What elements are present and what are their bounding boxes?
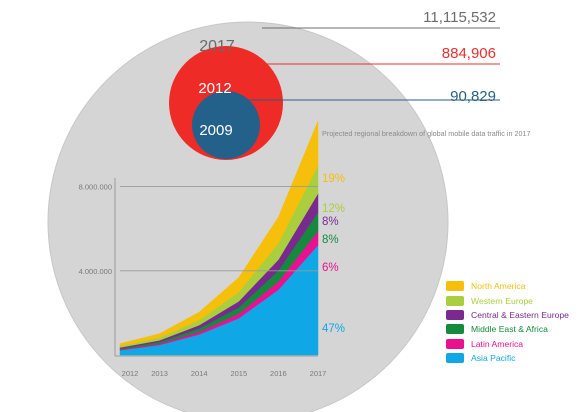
x-tick-label-2014: 2014 bbox=[191, 369, 208, 378]
legend-swatch-middle-east-africa bbox=[446, 324, 464, 335]
share-label-north-america: 19% bbox=[322, 173, 345, 185]
share-label-latin-america: 6% bbox=[322, 262, 339, 274]
x-tick-label-2013: 2013 bbox=[151, 369, 168, 378]
legend-swatch-central-eastern-europe bbox=[446, 309, 464, 320]
y-tick-label-1: 8.000.000 bbox=[79, 183, 112, 192]
legend-label-central-eastern-europe: Central & Eastern Europe bbox=[471, 309, 569, 320]
legend-label-north-america: North America bbox=[471, 281, 526, 292]
share-label-central-eastern-europe: 8% bbox=[322, 216, 339, 228]
year-label-2017: 2017 bbox=[199, 38, 235, 55]
legend-swatch-asia-pacific bbox=[446, 353, 464, 364]
legend-label-middle-east-africa: Middle East & Africa bbox=[471, 324, 548, 335]
legend-label-asia-pacific: Asia Pacific bbox=[471, 353, 516, 364]
share-label-western-europe: 12% bbox=[322, 203, 345, 215]
legend-item-north-america: North America bbox=[446, 279, 587, 293]
legend-item-central-eastern-europe: Central & Eastern Europe bbox=[446, 308, 587, 322]
total-value-2017: 11,115,532 bbox=[423, 9, 496, 26]
legend-label-latin-america: Latin America bbox=[471, 338, 524, 349]
area-north-america bbox=[119, 121, 319, 347]
x-tick-label-2017: 2017 bbox=[310, 369, 327, 378]
y-tick-label-0: 4.000.000 bbox=[79, 267, 112, 276]
x-tick-label-2015: 2015 bbox=[230, 369, 247, 378]
total-value-2009: 90,829 bbox=[450, 88, 496, 105]
circle-2017 bbox=[47, 21, 449, 412]
x-tick-label-2012: 2012 bbox=[122, 369, 139, 378]
share-label-asia-pacific: 47% bbox=[322, 323, 345, 335]
x-tick-label-2016: 2016 bbox=[270, 369, 287, 378]
legend-item-latin-america: Latin America bbox=[446, 337, 587, 351]
circle-2009 bbox=[192, 91, 260, 159]
legend-swatch-latin-america bbox=[446, 338, 464, 349]
legend-swatch-western-europe bbox=[446, 295, 464, 306]
chart-legend: North America Western Europe Central & Eas… bbox=[446, 279, 587, 365]
legend-item-asia-pacific: Asia Pacific bbox=[446, 351, 587, 365]
chart-title: Projected regional breakdown of global m… bbox=[322, 129, 530, 138]
total-value-2012: 884,906 bbox=[442, 45, 496, 62]
legend-item-middle-east-africa: Middle East & Africa bbox=[446, 322, 587, 336]
legend-item-western-europe: Western Europe bbox=[446, 293, 587, 307]
share-label-middle-east-africa: 8% bbox=[322, 234, 339, 246]
legend-swatch-north-america bbox=[446, 281, 464, 292]
legend-label-western-europe: Western Europe bbox=[471, 295, 533, 306]
year-label-2012: 2012 bbox=[198, 80, 231, 97]
year-label-2009: 2009 bbox=[199, 122, 232, 139]
